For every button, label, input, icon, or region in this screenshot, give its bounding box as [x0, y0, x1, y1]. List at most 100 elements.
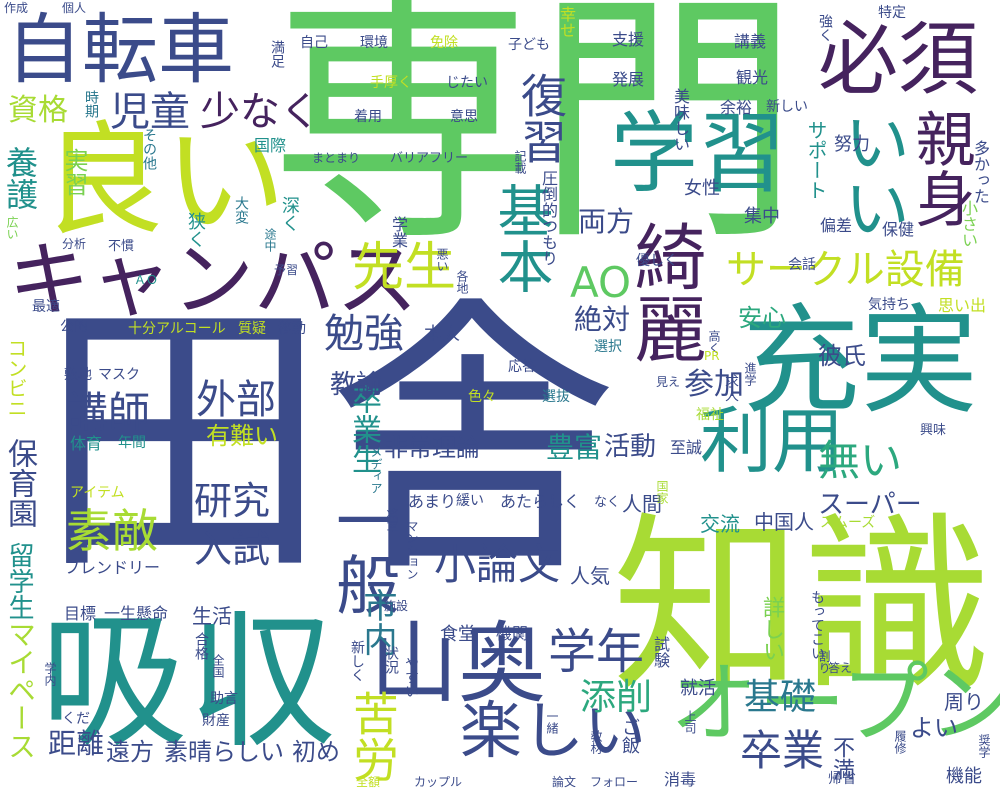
word-shitsugi: 質疑	[238, 321, 266, 337]
word-bunseki: 分析	[62, 237, 87, 251]
word-jitensha: 自転車	[6, 5, 234, 94]
word-menjo: 免除	[430, 35, 458, 51]
word-benkyou: 勉強	[324, 311, 404, 357]
word-kyouyu: 教諭	[330, 370, 383, 400]
word-ippan: 一般	[325, 488, 399, 616]
word-hiroi: 広い	[5, 216, 19, 240]
word-shoronbun: 小論文	[434, 540, 561, 589]
word-yoshu: 予習	[274, 263, 299, 277]
word-attouteki: 圧倒的つもり	[539, 170, 558, 266]
word-honnin: 本人	[424, 324, 460, 345]
word-sentaku: 選択	[594, 339, 622, 355]
word-kaiwa: 会話	[788, 257, 816, 273]
word-subarashii: 素晴らしい	[164, 738, 284, 766]
word-kisai: 記載	[513, 150, 527, 174]
word-mawari: 周り	[944, 690, 984, 714]
word-hoikuen: 保育園	[2, 438, 37, 528]
word-ariganai: 有難い	[206, 422, 278, 450]
word-kappuru: カップル	[414, 775, 463, 789]
word-gakugyou: 学業	[389, 216, 408, 248]
word-nyushi: 入試	[194, 527, 271, 571]
word-shuukatsu: 就活	[680, 678, 716, 699]
word-isshoukenmei: 一生懸命	[104, 604, 169, 623]
word-senbatsu: 選抜	[542, 389, 570, 405]
word-chishiki: 知識	[612, 496, 993, 717]
word-kakuchi: 各地	[455, 270, 469, 294]
word-hijouriron: 非常理論	[384, 434, 480, 462]
word-omoide: 思い出	[938, 296, 987, 315]
word-amari: あまり	[408, 492, 457, 511]
word-okuyama: 山奥	[370, 612, 547, 715]
word-kyanpasu: キャンパス	[8, 233, 419, 328]
word-manshon: マンション	[405, 520, 419, 580]
word-sanka: 参加	[684, 367, 744, 402]
word-jidou: 児童	[110, 89, 190, 135]
word-shuchu: 集中	[744, 206, 780, 227]
word-zaisan: 財産	[202, 713, 230, 729]
word-shiken: 試験	[651, 636, 670, 668]
word-kyori: 距離	[48, 727, 105, 760]
word-saakuru: サークル設備	[726, 247, 965, 293]
word-nai: 無い	[818, 436, 903, 485]
word-kodomo: 子ども	[508, 37, 550, 53]
word-hatten: 発展	[612, 70, 645, 89]
word-yoyuu: 余裕	[720, 98, 753, 117]
word-yasashiku: 優しく	[636, 253, 678, 269]
word-taiiku: 体育	[70, 434, 103, 453]
word-sapooto: サポート	[804, 120, 828, 200]
word-gohan: ご飯	[619, 718, 640, 754]
word-fukushu: 復習	[514, 72, 568, 164]
word-furendorii: フレンドリー	[64, 558, 161, 577]
word-rishuu: 履修	[893, 730, 907, 754]
word-shien: 支援	[612, 30, 645, 49]
word-jiko: 自己	[300, 35, 328, 51]
word-tsuyoku: 強く	[817, 14, 833, 42]
word-shikaku: 資格	[8, 93, 68, 128]
word-suupaa: スーパー	[818, 490, 922, 520]
word-pr: PR	[704, 349, 720, 363]
word-kankyo: 環境	[360, 35, 388, 51]
word-joukyou: 状況	[383, 646, 399, 674]
word-kyujin: 求人	[723, 374, 739, 402]
word-kotae: 答え	[828, 661, 853, 675]
word-zettai: 絶対	[574, 303, 631, 336]
word-sensei: 先生	[352, 238, 457, 298]
word-kankou: 観光	[736, 68, 769, 87]
word-kokusai: 国際	[254, 136, 287, 155]
word-ookatta: 多かった	[971, 140, 990, 204]
word-kougi: 講義	[734, 32, 767, 51]
word-yurui: 緩い	[456, 493, 484, 509]
word-oopun: オープン	[670, 652, 1000, 755]
word-sumuuzu: スムーズ	[820, 515, 876, 531]
word-hensa: 偏差	[820, 216, 853, 235]
word-kiso: 基礎	[744, 677, 817, 718]
word-juubun: 十分アルコール	[128, 321, 226, 337]
word-tensaku: 添削	[580, 677, 653, 718]
word-jujitsu: 充実	[742, 292, 979, 430]
word-sakusei: 作成	[4, 1, 29, 15]
word-ningen: 人間	[622, 492, 662, 516]
word-yoi: 良い	[42, 110, 286, 252]
word-teatsuku: 手厚く	[370, 75, 412, 91]
word-tanoshii: 楽しい	[460, 694, 647, 767]
word-ao: AO	[570, 258, 632, 307]
word-zengaku: 全額	[356, 775, 381, 789]
word-ii: いい	[833, 108, 910, 240]
word-kokka: 国家	[655, 480, 669, 504]
word-yasui: やすい	[403, 656, 419, 698]
word-aitemu: アイテム	[70, 485, 125, 501]
word-masuku: マスク	[98, 367, 140, 383]
word-josei: 女性	[684, 178, 720, 199]
word-bariafurii: バリアフリー	[390, 151, 469, 166]
word-kouteki: 公的	[60, 319, 88, 335]
word-yoi2: よい	[910, 714, 958, 742]
word-ronbun: 論文	[552, 775, 577, 789]
word-shingaku: 進学	[743, 362, 757, 386]
word-kojin: 個人	[62, 1, 87, 15]
word-inaka: 田舎	[38, 274, 618, 611]
word-jisshu: 実習	[60, 148, 88, 196]
word-koushi: 講師	[66, 388, 151, 437]
word-hajime: 初め	[292, 738, 340, 766]
word-kyoumi: 興味	[920, 423, 947, 438]
word-mokuhyou: 目標	[64, 604, 97, 623]
